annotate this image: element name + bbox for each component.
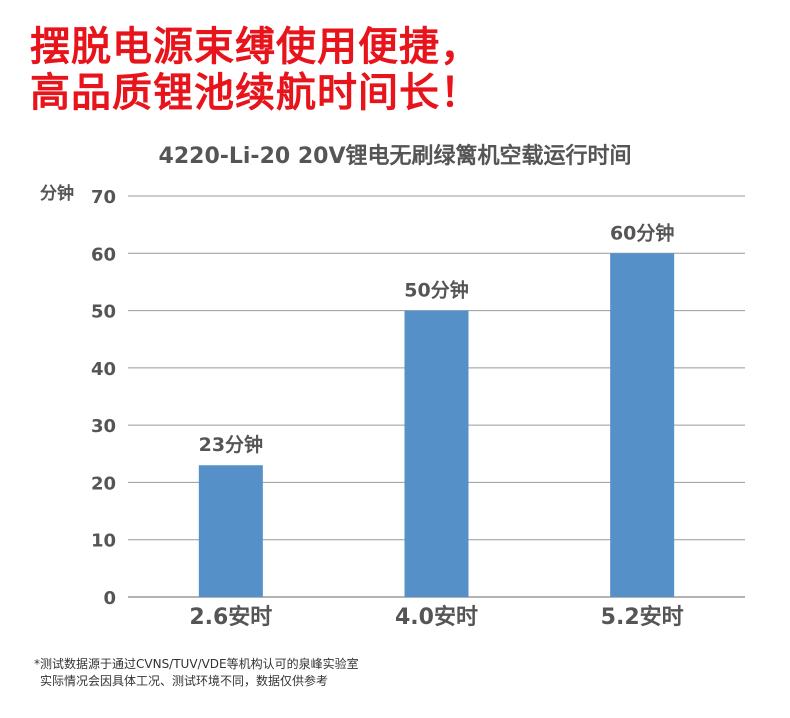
data-labels: 23分钟 50分钟 60分钟 (199, 221, 675, 456)
y-tick-label: 20 (91, 473, 116, 494)
x-tick-label: 4.0安时 (395, 604, 478, 630)
y-tick-labels: 0 10 20 30 40 50 60 70 (91, 187, 116, 609)
bar-5.2安时 (610, 253, 675, 598)
data-label: 60分钟 (610, 221, 674, 244)
x-tick-labels: 2.6安时 4.0安时 5.2安时 (189, 604, 683, 630)
data-label: 50分钟 (404, 279, 468, 302)
y-tick-label: 30 (91, 416, 116, 437)
y-tick-label: 40 (91, 359, 116, 380)
y-tick-label: 0 (103, 588, 116, 609)
headline-line-1: 摆脱电源束缚使用便捷， (30, 24, 481, 70)
bars (198, 253, 675, 598)
y-tick-label: 10 (91, 531, 116, 552)
y-axis-label: 分钟 (40, 183, 74, 204)
footnote: *测试数据源于通过CVNS/TUV/VDE等机构认可的泉峰实验室 实际情况会因具… (34, 656, 359, 690)
chart-title: 4220-Li-20 20V锂电无刷绿篱机空载运行时间 (158, 144, 632, 169)
x-tick-label: 2.6安时 (189, 604, 272, 630)
y-tick-label: 50 (91, 302, 116, 323)
footnote-line-1: *测试数据源于通过CVNS/TUV/VDE等机构认可的泉峰实验室 (34, 657, 359, 671)
bar-2.6安时 (198, 465, 263, 597)
headline-line-2: 高品质锂池续航时间长！ (30, 70, 481, 116)
x-tick-label: 5.2安时 (601, 604, 684, 630)
y-tick-label: 60 (91, 244, 116, 265)
bar-4.0安时 (404, 310, 469, 597)
footnote-line-2: 实际情况会因具体工况、测试环境不同，数据仅供参考 (40, 674, 329, 688)
headline: 摆脱电源束缚使用便捷， 高品质锂池续航时间长！ (30, 24, 481, 116)
y-tick-label: 70 (91, 187, 116, 208)
data-label: 23分钟 (199, 433, 263, 456)
